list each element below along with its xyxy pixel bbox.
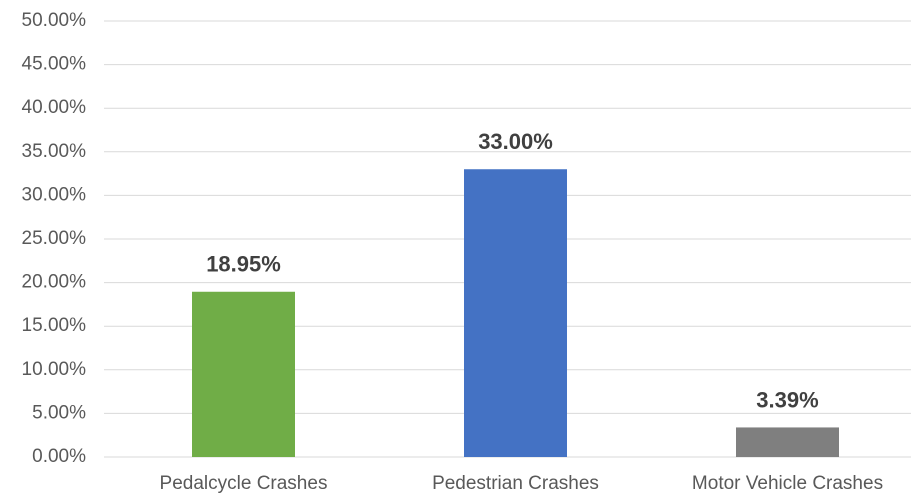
x-tick-label: Pedestrian Crashes	[432, 473, 599, 494]
data-label: 33.00%	[478, 129, 553, 154]
y-tick-label: 15.00%	[22, 315, 87, 336]
y-tick-label: 0.00%	[32, 446, 86, 467]
x-tick-label: Pedalcycle Crashes	[160, 473, 328, 494]
y-tick-label: 45.00%	[22, 54, 87, 75]
x-tick-label: Motor Vehicle Crashes	[692, 473, 883, 494]
data-label: 3.39%	[756, 387, 818, 412]
y-tick-label: 25.00%	[22, 228, 87, 249]
y-tick-label: 30.00%	[22, 184, 87, 205]
data-label: 18.95%	[206, 252, 281, 277]
y-tick-label: 35.00%	[22, 141, 87, 162]
bar	[192, 291, 295, 457]
bar	[736, 427, 839, 457]
y-tick-label: 40.00%	[22, 97, 87, 118]
y-tick-label: 50.00%	[22, 10, 87, 31]
y-tick-label: 10.00%	[22, 359, 87, 380]
y-tick-label: 5.00%	[32, 402, 86, 423]
y-tick-label: 20.00%	[22, 272, 87, 293]
bar	[464, 169, 567, 458]
